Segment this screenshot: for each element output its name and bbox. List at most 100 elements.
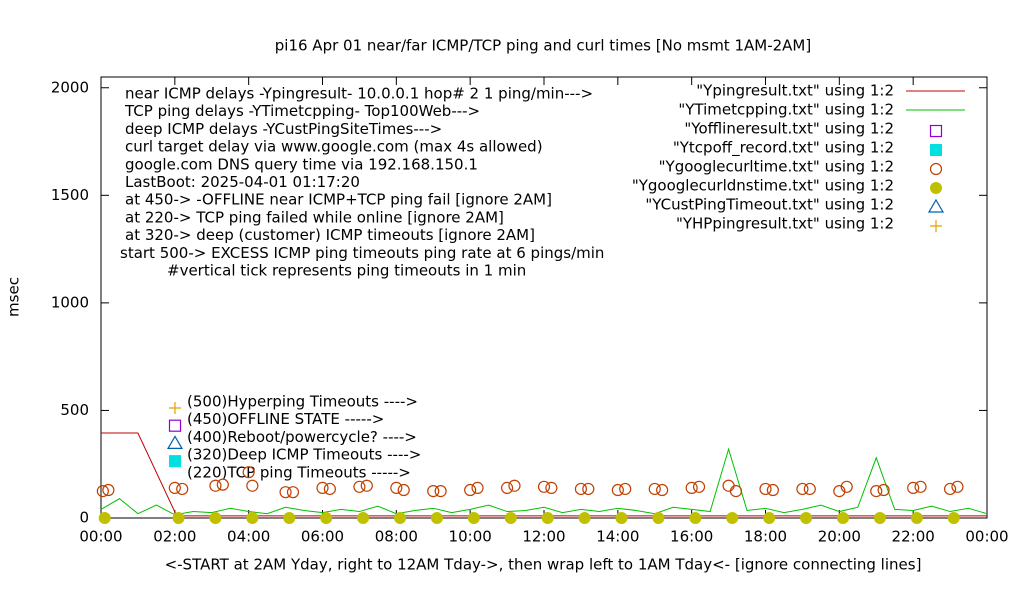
marker: [615, 512, 628, 524]
marker: [434, 485, 447, 498]
marker: [397, 483, 410, 497]
x-axis-label: <-START at 2AM Yday, right to 12AM Tday-…: [165, 556, 922, 574]
marker: [837, 512, 850, 524]
x-tick-label: 08:00: [375, 528, 418, 546]
legend-label: "YTimetcpping.txt" using 1:2: [678, 101, 894, 119]
marker: [316, 481, 329, 494]
annotation: LastBoot: 2025-04-01 01:17:20: [125, 173, 360, 191]
annotation: TCP ping delays -YTimetcpping- Top100Web…: [124, 102, 480, 120]
marker: [578, 512, 591, 524]
marker: [910, 512, 923, 524]
marker: [656, 483, 669, 497]
chart-title: pi16 Apr 01 near/far ICMP/TCP ping and c…: [275, 37, 811, 55]
x-tick-label: 00:00: [965, 528, 1008, 546]
marker: [907, 481, 920, 494]
y-tick-label: 2000: [51, 78, 89, 96]
marker: [947, 512, 960, 524]
marker: [930, 182, 942, 194]
x-tick-label: 06:00: [301, 528, 344, 546]
legend-label: "YCustPingTimeout.txt" using 1:2: [645, 196, 894, 214]
marker: [873, 512, 886, 524]
x-tick-label: 22:00: [892, 528, 935, 546]
y-axis-label: msec: [5, 277, 23, 317]
legend-label: "YHPpingresult.txt" using 1:2: [676, 215, 894, 233]
marker: [353, 480, 366, 493]
key-note: (450)OFFLINE STATE ----->: [187, 410, 384, 428]
annotation: #vertical tick represents ping timeouts …: [167, 262, 526, 280]
x-tick-label: 10:00: [449, 528, 492, 546]
marker: [169, 402, 181, 414]
marker: [168, 481, 181, 494]
marker: [471, 481, 484, 494]
y-tick-label: 500: [60, 401, 89, 419]
marker: [176, 482, 189, 496]
marker: [611, 483, 624, 497]
marker: [323, 482, 336, 496]
key-note: (220)TCP ping Timeouts ----->: [187, 463, 411, 481]
marker: [800, 512, 813, 524]
marker: [652, 512, 665, 524]
marker: [722, 479, 735, 492]
marker: [766, 483, 779, 497]
marker: [929, 162, 943, 176]
marker: [685, 481, 698, 494]
marker: [169, 455, 181, 468]
marker: [209, 479, 222, 492]
y-tick-label: 1500: [51, 186, 89, 204]
y-tick-label: 0: [79, 509, 89, 527]
marker: [943, 482, 957, 496]
marker: [726, 512, 739, 524]
marker: [763, 512, 776, 524]
key-note: (320)Deep ICMP Timeouts ---->: [187, 446, 421, 464]
marker: [914, 480, 927, 493]
x-tick-label: 20:00: [818, 528, 861, 546]
legend-label: "Ytcpoff_record.txt" using 1:2: [673, 139, 894, 158]
annotation: at 450-> -OFFLINE near ICMP+TCP ping fai…: [125, 191, 552, 209]
annotation: google.com DNS query time via 192.168.15…: [125, 155, 478, 173]
x-tick-label: 00:00: [79, 528, 122, 546]
marker: [98, 512, 111, 524]
x-tick-label: 04:00: [227, 528, 270, 546]
marker: [102, 483, 115, 497]
marker: [582, 482, 595, 496]
marker: [394, 512, 407, 524]
marker: [168, 419, 182, 432]
legend-label: "Yofflineresult.txt" using 1:2: [684, 120, 894, 138]
marker: [504, 512, 517, 524]
y-tick-label: 1000: [51, 293, 89, 311]
marker: [427, 485, 440, 498]
marker: [246, 479, 259, 492]
key-note: (500)Hyperping Timeouts ---->: [187, 393, 418, 411]
annotation: at 220-> TCP ping failed while online [i…: [125, 208, 504, 226]
x-tick-label: 18:00: [744, 528, 787, 546]
legend-label: "Ypingresult.txt" using 1:2: [696, 82, 894, 100]
marker: [283, 512, 296, 524]
series-line: [100, 447, 988, 516]
marker: [390, 481, 403, 494]
marker: [537, 480, 551, 493]
marker: [172, 512, 185, 524]
marker: [930, 144, 942, 156]
x-tick-label: 12:00: [522, 528, 565, 546]
marker: [430, 512, 443, 524]
marker: [96, 485, 109, 498]
marker: [648, 482, 661, 496]
marker: [508, 479, 521, 492]
marker: [692, 480, 706, 493]
marker: [759, 482, 772, 496]
marker: [870, 485, 883, 498]
marker: [357, 512, 370, 524]
key-note: (400)Reboot/powercycle? ---->: [187, 428, 417, 446]
marker: [796, 482, 809, 496]
marker: [320, 512, 333, 524]
marker: [279, 486, 292, 499]
marker: [545, 481, 558, 494]
marker: [360, 479, 373, 492]
marker: [840, 480, 853, 493]
annotation: start 500-> EXCESS ICMP ping timeouts pi…: [120, 244, 604, 262]
x-tick-label: 14:00: [596, 528, 639, 546]
marker: [216, 478, 229, 491]
marker: [500, 481, 514, 494]
legend-label: "Ygooglecurltime.txt" using 1:2: [659, 158, 894, 176]
marker: [619, 482, 632, 496]
